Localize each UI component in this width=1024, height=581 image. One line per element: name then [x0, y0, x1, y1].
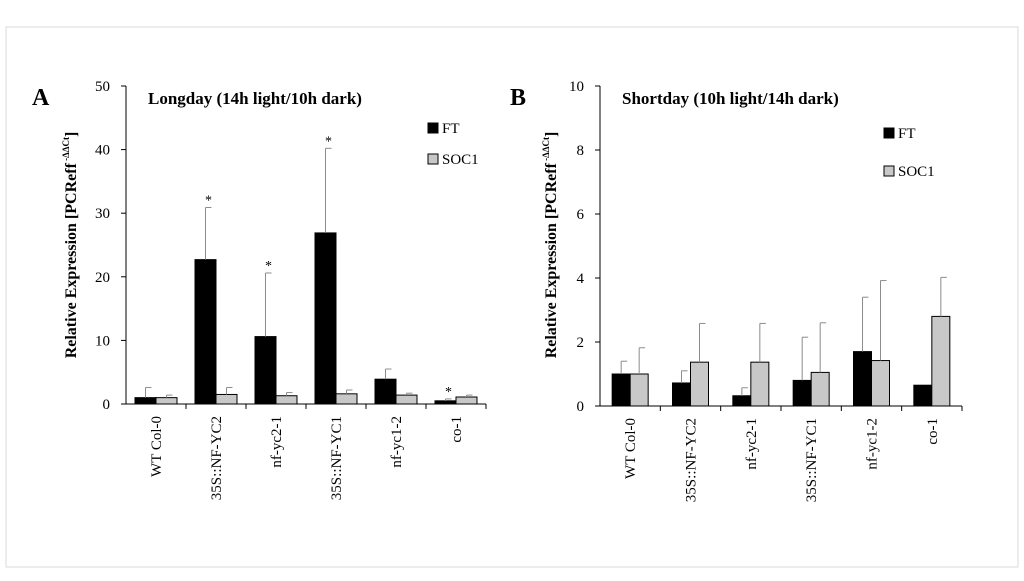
panel-a: A Longday (14h light/10h dark) Relative Ex…: [32, 79, 487, 500]
panel-a-y-tick-label: 20: [95, 270, 110, 286]
panel-b-bar-ft-35s-nf-yc2: [672, 382, 691, 407]
panel-a-category-label-wt-col-0: WT Col-0: [149, 416, 165, 477]
panel-a-y-axis-title: Relative Expression [PCReff -ΔΔCt]: [61, 132, 80, 359]
panel-a-bar-soc1-co-1: [455, 396, 478, 405]
panel-b-bar-soc1-nf-yc2-1: [750, 361, 770, 407]
panel-b-bar-ft-nf-yc2-1: [732, 395, 752, 407]
panel-b-bar-soc1-wt-col-0: [629, 373, 649, 407]
panel-a-significance-star: *: [325, 134, 332, 149]
panel-a-category-label-co-1: co-1: [449, 416, 465, 443]
panel-b-y-tick-label: 10: [569, 79, 584, 95]
figure-frame: [5, 26, 1019, 568]
panel-a-significance-star: *: [445, 385, 452, 400]
panel-a-y-tick-label: 40: [95, 143, 110, 159]
panel-b-bar-ft-co-1: [913, 384, 933, 407]
panel-a-title: Longday (14h light/10h dark): [148, 89, 362, 108]
panel-a-bar-soc1-35s-nf-yc2: [215, 393, 238, 405]
panel-b-y-tick-label: 8: [577, 143, 585, 159]
panel-a-bar-ft-wt-col-0: [134, 397, 157, 405]
panel-a-y-tick-label: 10: [95, 333, 110, 349]
panel-a-bar-ft-co-1: [434, 400, 457, 405]
panel-b-legend-swatch-soc1: [883, 165, 895, 177]
panel-b: B Shortday (10h light/14h dark) Relative E…: [510, 79, 963, 502]
panel-b-y-tick-label: 2: [577, 335, 585, 351]
panel-a-bar-ft-35s-nf-yc2: [194, 259, 217, 405]
panel-b-category-label-35s-nf-yc1: 35S::NF-YC1: [804, 418, 820, 502]
panel-b-category-label-35s-nf-yc2: 35S::NF-YC2: [684, 418, 700, 502]
panel-b-bar-ft-wt-col-0: [611, 373, 631, 407]
panel-b-category-label-co-1: co-1: [925, 418, 941, 445]
panel-b-category-label-wt-col-0: WT Col-0: [623, 418, 639, 479]
panel-b-bar-ft-35s-nf-yc1: [792, 379, 812, 407]
panel-a-category-label-35s-nf-yc2: 35S::NF-YC2: [209, 416, 225, 500]
panel-a-legend-swatch-ft: [427, 122, 439, 134]
panel-a-bar-ft-nf-yc2-1: [254, 336, 277, 405]
panel-a-significance-star: *: [265, 259, 272, 274]
panel-a-bar-ft-nf-yc1-2: [374, 378, 397, 405]
panel-b-y-tick-label: 0: [577, 399, 585, 415]
panel-a-bar-ft-35s-nf-yc1: [314, 232, 337, 405]
panel-b-category-label-nf-yc1-2: nf-yc1-2: [865, 418, 881, 470]
panel-b-title: Shortday (10h light/14h dark): [622, 89, 839, 108]
panel-a-bar-soc1-nf-yc2-1: [275, 395, 298, 405]
panel-b-legend-swatch-ft: [883, 127, 895, 139]
panel-a-legend-label-soc1: SOC1: [442, 152, 479, 168]
panel-a-y-tick-label: 0: [103, 397, 111, 413]
panel-a-legend-label-ft: FT: [442, 121, 460, 137]
panel-b-y-tick-label: 6: [577, 207, 585, 223]
panel-a-y-tick-label: 30: [95, 206, 110, 222]
panel-b-category-label-nf-yc2-1: nf-yc2-1: [744, 418, 760, 470]
panel-b-bar-soc1-35s-nf-yc2: [690, 361, 709, 407]
panel-a-category-label-nf-yc2-1: nf-yc2-1: [269, 416, 285, 468]
panel-a-legend-swatch-soc1: [427, 153, 439, 165]
panel-b-y-tick-label: 4: [577, 271, 585, 287]
panel-b-bar-soc1-co-1: [931, 315, 951, 407]
panel-b-bar-ft-nf-yc1-2: [853, 351, 872, 407]
panel-b-legend-label-ft: FT: [898, 126, 916, 142]
panel-a-y-tick-label: 50: [95, 79, 110, 95]
panel-b-bar-soc1-35s-nf-yc1: [810, 371, 830, 407]
panel-a-category-label-nf-yc1-2: nf-yc1-2: [389, 416, 405, 468]
panel-b-y-axis-title: Relative Expression [PCReff -ΔΔCt]: [541, 132, 560, 359]
panel-b-legend-label-soc1: SOC1: [898, 164, 935, 180]
panel-b-letter: B: [510, 85, 526, 111]
panel-a-bar-soc1-35s-nf-yc1: [335, 393, 358, 405]
panel-a-category-label-35s-nf-yc1: 35S::NF-YC1: [329, 416, 345, 500]
panel-a-bar-soc1-wt-col-0: [155, 397, 178, 405]
panel-a-significance-star: *: [205, 193, 212, 208]
panel-b-bar-soc1-nf-yc1-2: [871, 360, 890, 407]
panel-a-bar-soc1-nf-yc1-2: [395, 394, 418, 405]
panel-a-letter: A: [32, 85, 50, 111]
